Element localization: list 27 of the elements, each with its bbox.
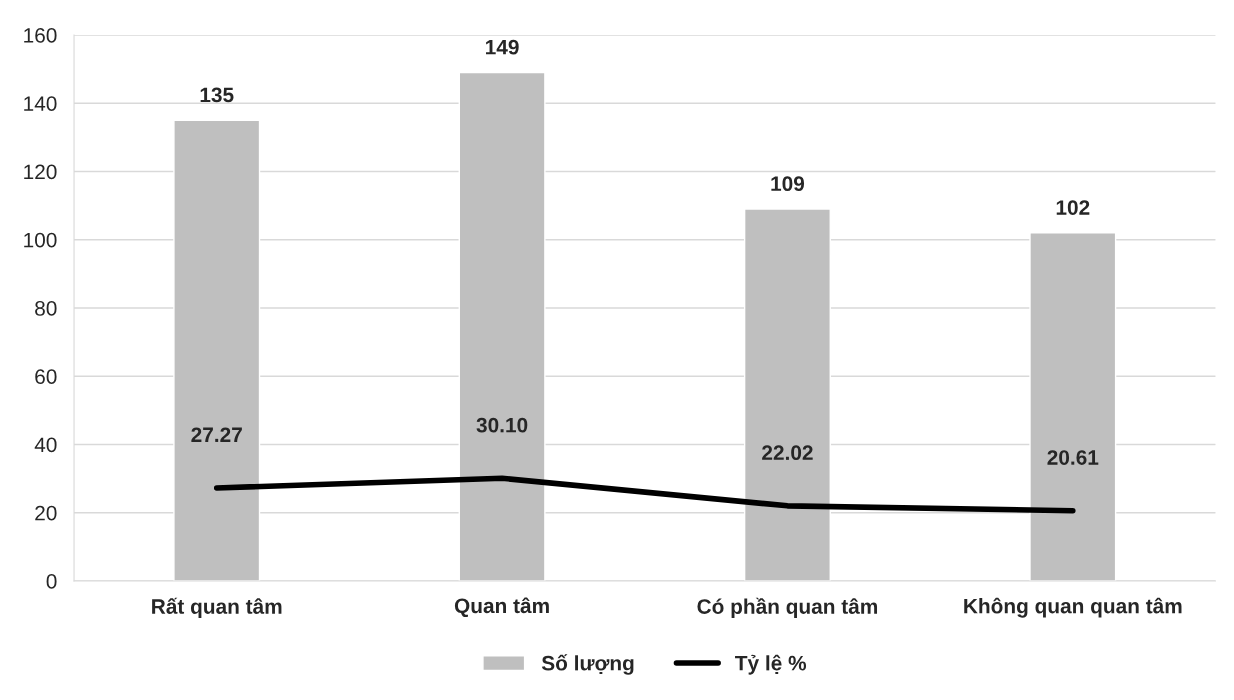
y-tick-label: 140 [24,96,57,111]
data-label: 102 [1056,200,1090,215]
data-label: 109 [771,176,805,192]
bar [743,208,831,581]
data-label: 20.61 [1047,450,1099,465]
y-tick-label: 160 [24,28,57,43]
data-label: 149 [486,39,519,55]
x-tick-label: Có phần quan tâm [697,597,878,618]
bar [173,119,261,581]
data-label: 135 [200,87,234,103]
y-tick-label: 100 [24,232,57,248]
y-tick-label: 60 [35,369,57,384]
bar [458,71,546,581]
y-tick-label: 80 [35,301,57,316]
bar [1029,232,1117,581]
y-tick-label: 0 [46,574,57,589]
legend-label: Tỷ lệ % [735,654,807,675]
y-tick-label: 40 [34,437,57,453]
data-label: 30.10 [476,417,528,433]
data-label: 22.02 [762,445,813,461]
x-tick-label: Không quan quan tâm [964,597,1182,618]
data-label: 27.27 [191,427,242,442]
x-tick-label: Rất quan tâm [152,597,282,618]
legend-label: Số lượng [541,654,634,675]
y-tick-label: 20 [35,505,57,521]
y-tick-label: 120 [24,164,57,180]
x-tick-label: Quan tâm [454,597,549,618]
